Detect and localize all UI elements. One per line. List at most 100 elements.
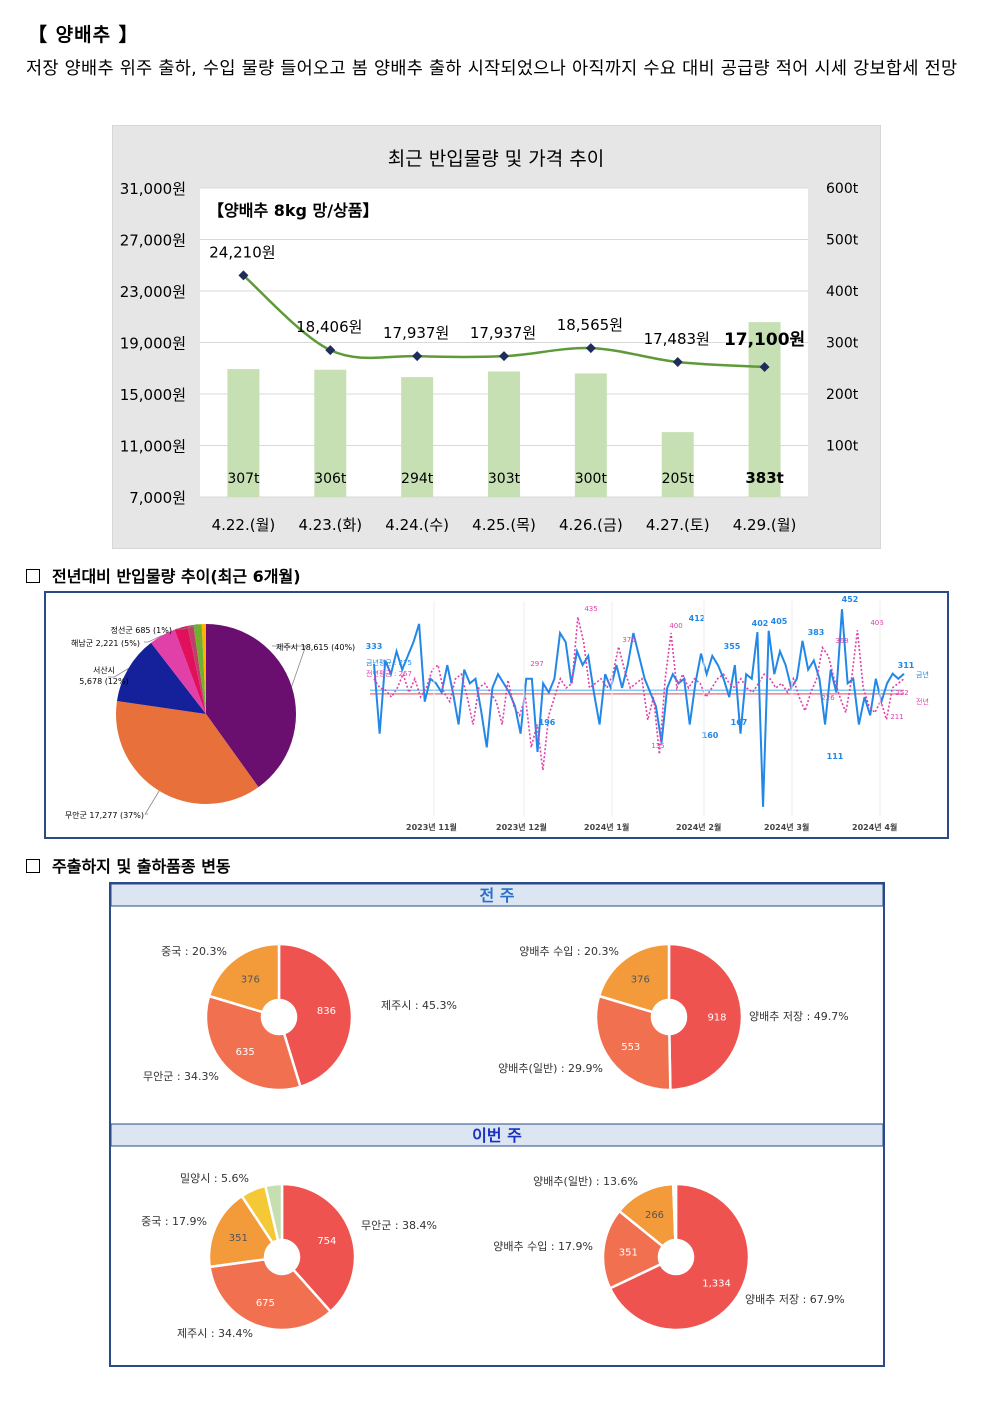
- pie-label: 5,678 (12%): [79, 677, 128, 686]
- page-heading: 【 양배추 】: [28, 24, 139, 46]
- pie-label: 제주시 18,615 (40%): [276, 643, 355, 652]
- donut-slice: [594, 994, 672, 1092]
- legend-label: 금년: [916, 670, 929, 679]
- y-left-tick: 11,000원: [120, 438, 186, 456]
- peak-label: 252: [895, 689, 908, 697]
- pie-slice: [193, 624, 206, 714]
- section-title: 전년대비 반입물량 추이(최근 6개월): [52, 567, 301, 586]
- origin-share-pie: 제주시 18,615 (40%) 무안군 17,277 (37%) 서산시 5,678…: [65, 624, 355, 820]
- slice-label: 중국 : 20.3%: [161, 945, 227, 958]
- pie-label: 해남군 2,221 (5%): [71, 638, 140, 648]
- pie-slice: [201, 624, 206, 714]
- peak-label: 355: [724, 642, 741, 651]
- y-right-tick: 200t: [826, 387, 859, 403]
- peak-label: 167: [731, 718, 748, 727]
- slice-value: 351: [229, 1233, 248, 1244]
- category-label: 4.25.(목): [472, 516, 536, 534]
- pie-slice: [151, 629, 206, 714]
- peak-label: 452: [842, 595, 859, 604]
- price-label: 18,565원: [557, 316, 623, 334]
- peak-label: 368: [835, 637, 848, 645]
- slice-label: 양배추 저장 : 67.9%: [745, 1293, 845, 1306]
- volume-bar: [227, 369, 260, 497]
- slice-label: 무안군 : 34.3%: [143, 1070, 219, 1083]
- shipment-donut-panel: 전 주 이번 주 836 635 376 제주시 : 45.3% 무안군 : 34.3%…: [109, 882, 885, 1367]
- checkbox-bullet: [26, 569, 40, 583]
- average-label: 전년평균 : 267: [366, 669, 412, 678]
- peak-label: 226: [821, 694, 835, 702]
- y-left-tick: 27,000원: [120, 232, 186, 250]
- volume-label: 306t: [314, 471, 347, 487]
- slice-value: 675: [256, 1298, 275, 1309]
- slice-value: 376: [241, 974, 260, 985]
- volume-label: 303t: [488, 471, 521, 487]
- donut-slice: [263, 1182, 284, 1242]
- volume-trend-panel: 제주시 18,615 (40%) 무안군 17,277 (37%) 서산시 5,678…: [44, 591, 949, 839]
- slice-value: 376: [631, 974, 650, 985]
- slice-label: 양배추 저장 : 49.7%: [749, 1010, 849, 1023]
- y-right-tick: 100t: [826, 439, 859, 455]
- x-tick: 2024년 2월: [676, 822, 721, 832]
- slice-value: 918: [707, 1013, 726, 1024]
- y-left-tick: 15,000원: [120, 386, 186, 404]
- chart-subtitle: 【양배추 8kg 망/상품】: [208, 201, 379, 220]
- peak-label: 406: [870, 619, 884, 627]
- y-left-tick: 23,000원: [120, 283, 186, 301]
- chart-title: 최근 반입물량 및 가격 추이: [388, 148, 604, 170]
- series-line: [373, 609, 905, 807]
- y-right-tick: 500t: [826, 233, 859, 249]
- y-right-tick: 600t: [826, 181, 859, 197]
- donut-slice: [608, 1182, 751, 1332]
- category-label: 4.26.(금): [559, 516, 623, 534]
- category-label: 4.23.(화): [298, 516, 362, 534]
- peak-label: 412: [689, 614, 706, 623]
- pie-slice: [187, 624, 206, 714]
- average-label: 금년평균 : 275: [366, 658, 412, 667]
- leader-line: [108, 668, 129, 678]
- x-tick: 2024년 1월: [584, 822, 629, 832]
- x-tick: 2024년 3월: [764, 822, 809, 832]
- y-left-tick: 7,000원: [129, 489, 186, 507]
- price-label: 17,937원: [470, 324, 536, 342]
- prev-week-title: 전 주: [479, 886, 514, 905]
- donut-slice: [207, 1194, 275, 1269]
- pie-slice: [206, 624, 296, 788]
- price-marker: [412, 351, 423, 362]
- y-right-tick: 300t: [826, 336, 859, 352]
- slice-label: 무안군 : 38.4%: [361, 1219, 437, 1232]
- peak-label: 435: [584, 605, 597, 613]
- section-volume-trend: 전년대비 반입물량 추이(최근 6개월): [26, 563, 301, 587]
- donut-slice: [277, 942, 354, 1089]
- leader-line: [144, 790, 160, 815]
- donut-slice: [280, 1182, 357, 1314]
- donut-slice: [671, 1182, 678, 1242]
- slice-value: 553: [621, 1042, 640, 1053]
- y-left-tick: 31,000원: [120, 180, 186, 198]
- donut-slice: [207, 942, 281, 1014]
- volume-bar: [314, 369, 347, 497]
- price-marker: [759, 361, 770, 372]
- peak-label: 311: [898, 661, 915, 670]
- price-marker: [672, 357, 683, 368]
- donut-slice: [204, 994, 302, 1092]
- category-label: 4.27.(토): [646, 516, 710, 534]
- slice-value: 1,334: [702, 1279, 731, 1290]
- slice-label: 양배추(일반) : 29.9%: [498, 1061, 603, 1075]
- price-volume-chart: 307t 306t 294t 303t 300t 205t 383t 24,210원 18,4…: [112, 125, 881, 549]
- peak-label: 400: [669, 622, 682, 630]
- slice-label: 밀양시 : 5.6%: [180, 1172, 249, 1185]
- y-left-tick: 19,000원: [120, 335, 186, 353]
- x-tick: 2023년 12월: [496, 822, 547, 832]
- volume-label: 205t: [662, 471, 695, 487]
- peak-label: 196: [539, 718, 556, 727]
- prev-week-header: [110, 883, 884, 907]
- peak-label: 405: [771, 617, 788, 626]
- slice-label: 양배추(일반) : 13.6%: [533, 1174, 638, 1188]
- slice-label: 양배추 수입 : 17.9%: [493, 1240, 593, 1253]
- peak-label: 160: [702, 731, 719, 740]
- volume-label: 383t: [745, 469, 783, 487]
- section-title: 주출하지 및 출하품종 변동: [52, 857, 231, 876]
- peak-label: 297: [530, 660, 543, 668]
- price-marker: [238, 270, 249, 281]
- price-marker: [585, 343, 596, 354]
